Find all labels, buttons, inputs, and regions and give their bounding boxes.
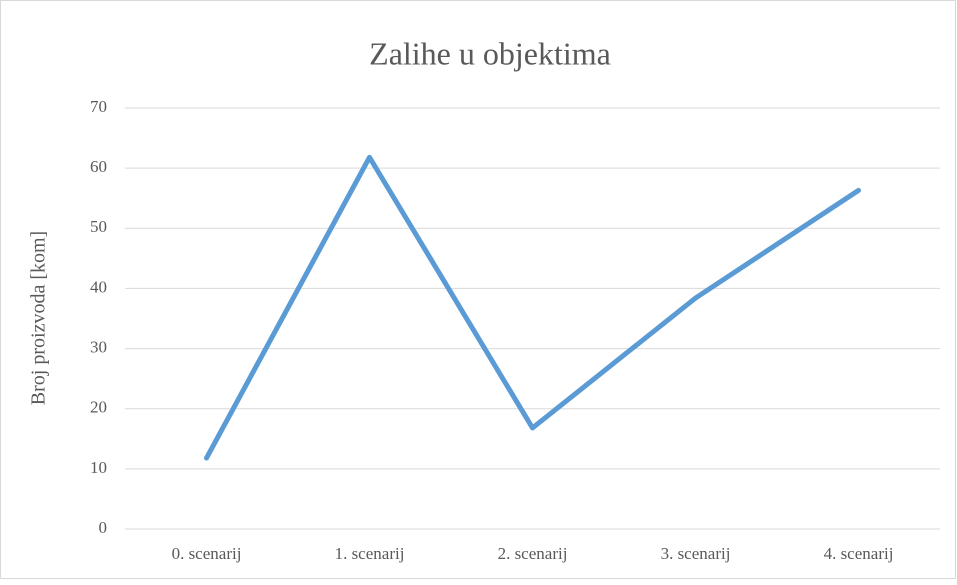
x-tick-label: 0. scenarij [172, 544, 242, 563]
y-tick-label: 70 [90, 97, 107, 116]
y-tick-label: 60 [90, 157, 107, 176]
x-tick-label: 3. scenarij [661, 544, 731, 563]
y-tick-label: 20 [90, 398, 107, 417]
x-tick-label: 1. scenarij [335, 544, 405, 563]
y-tick-label: 0 [99, 518, 108, 537]
y-tick-label: 10 [90, 458, 107, 477]
y-axis-label: Broj proizvoda [kom] [28, 231, 50, 405]
x-tick-label: 2. scenarij [498, 544, 568, 563]
y-tick-label: 30 [90, 337, 107, 356]
data-line [204, 154, 861, 461]
y-tick-label: 50 [90, 217, 107, 236]
x-tick-label: 4. scenarij [824, 544, 894, 563]
chart-title: Zalihe u objektima [369, 35, 611, 71]
y-tick-label: 40 [90, 277, 107, 296]
